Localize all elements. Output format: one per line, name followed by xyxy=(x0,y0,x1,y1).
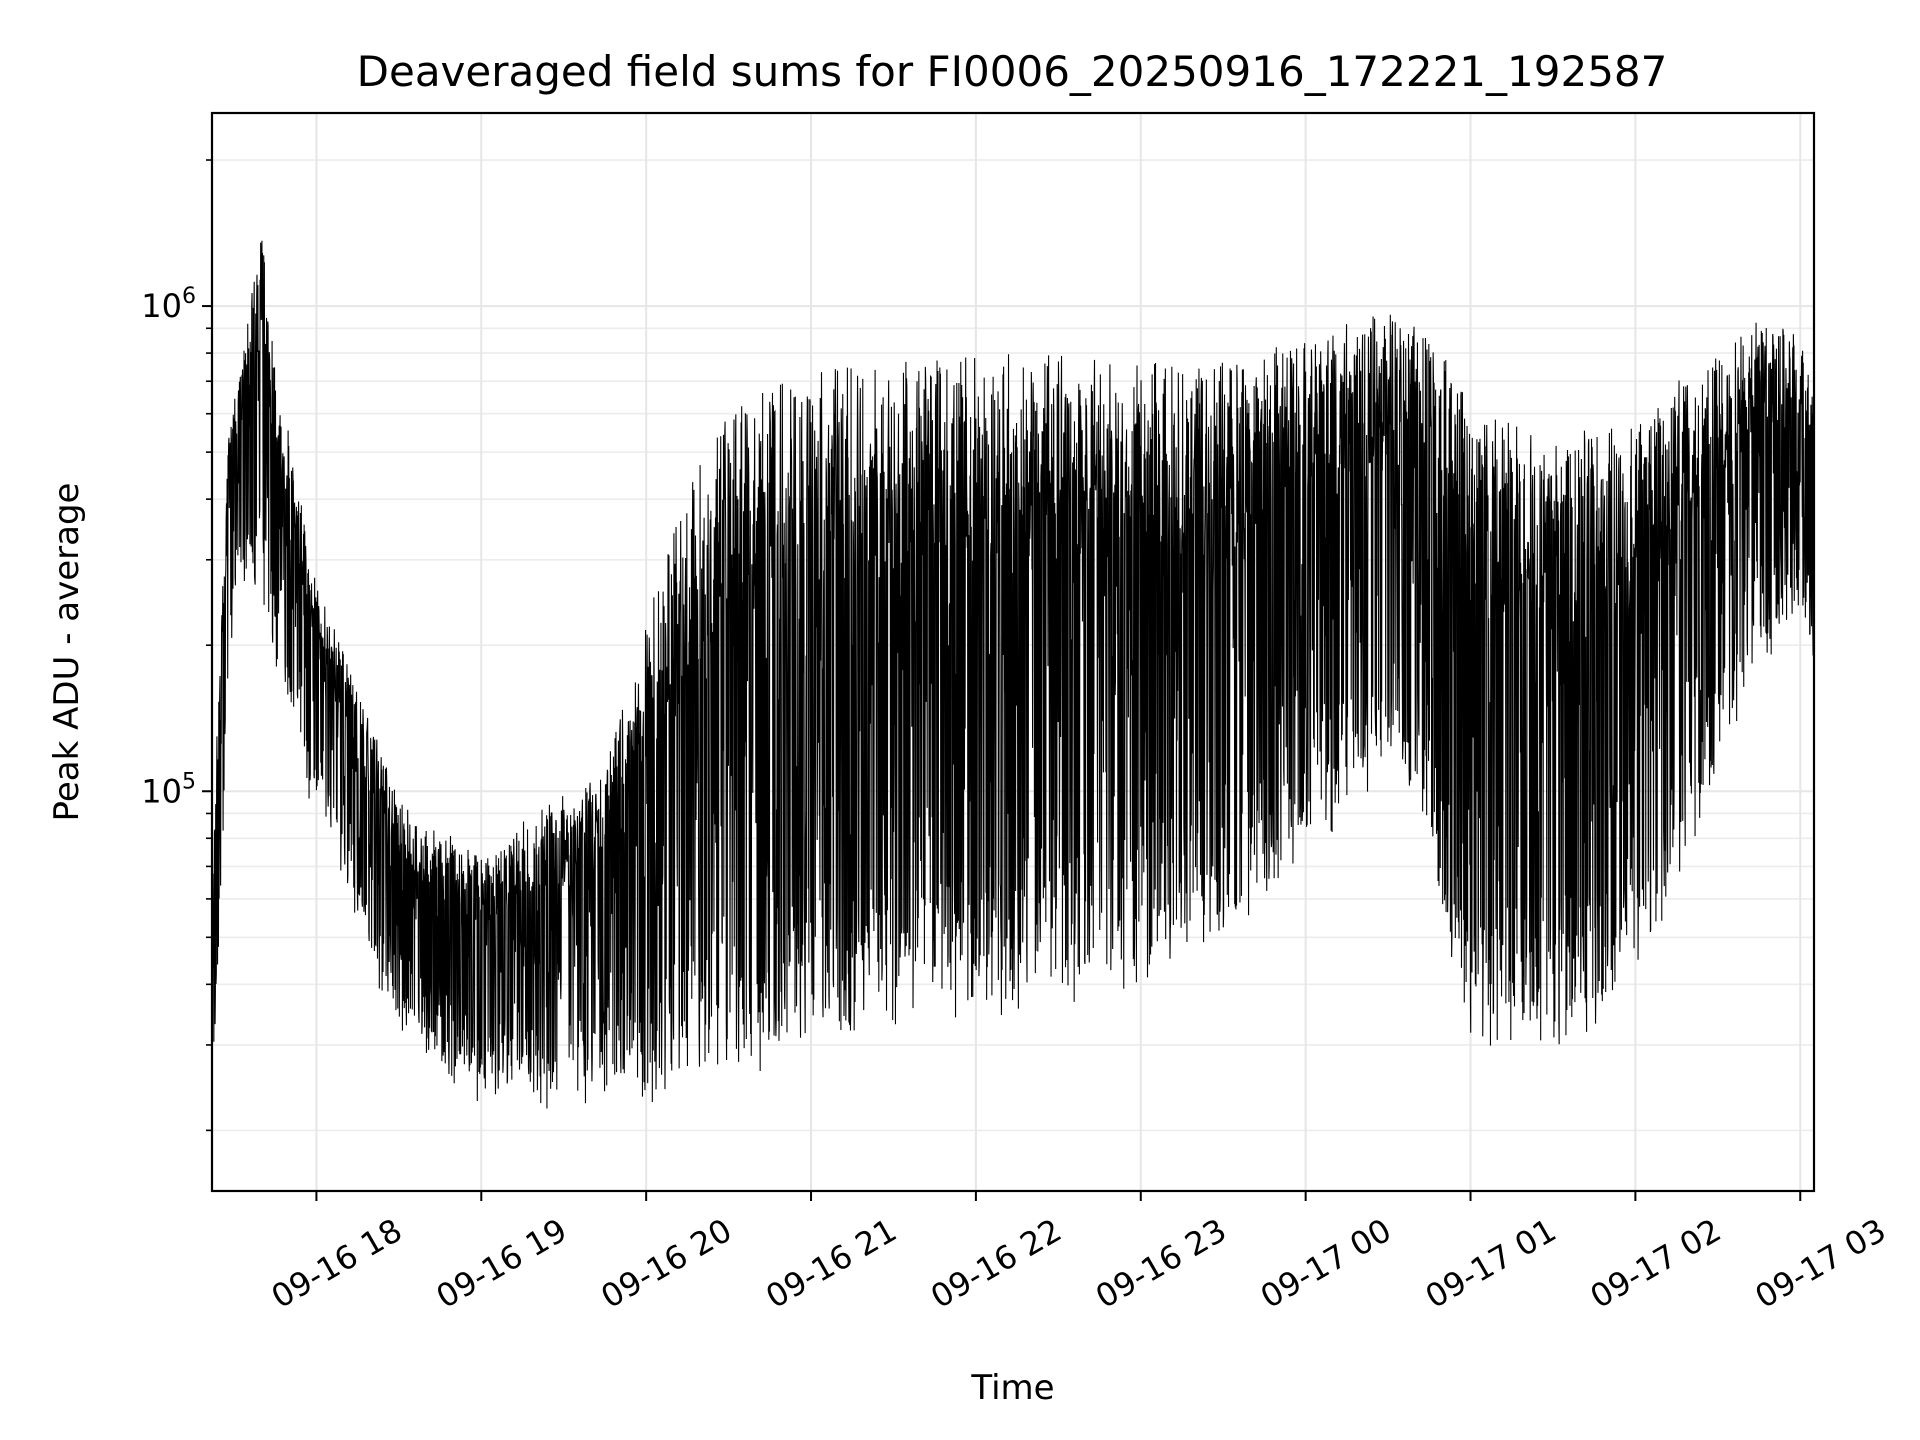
series-layer xyxy=(211,240,1815,1109)
y-axis: 105 106 xyxy=(141,159,212,1132)
y-tick-label: 105 xyxy=(141,769,196,810)
series-line xyxy=(211,240,1815,1109)
plot-frame xyxy=(210,111,1816,1193)
y-tick-label: 106 xyxy=(141,284,196,325)
chart-title: Deaveraged field sums for FI0006_2025091… xyxy=(357,47,1668,96)
y-axis-label: Peak ADU - average xyxy=(47,483,87,822)
x-axis-label: Time xyxy=(970,1368,1054,1408)
